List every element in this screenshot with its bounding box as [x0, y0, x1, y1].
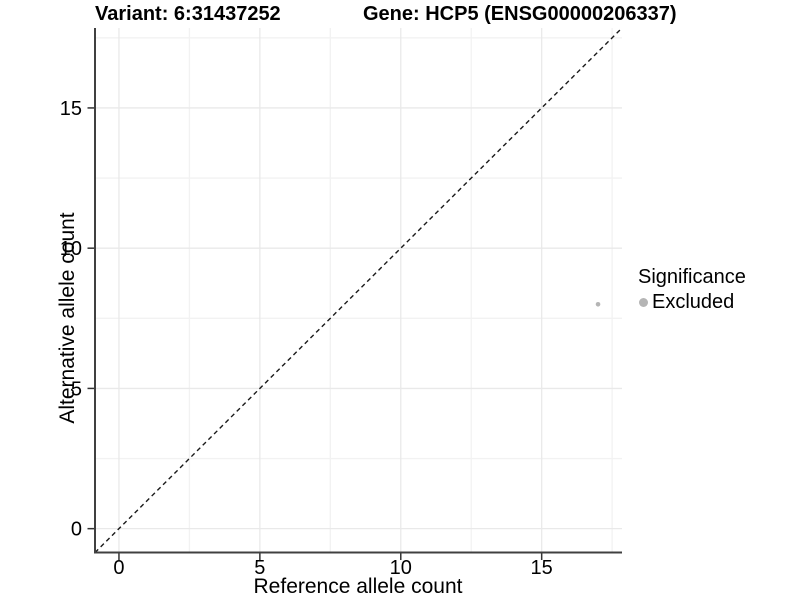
legend-item-label: Excluded [652, 291, 735, 313]
x-axis-title: Reference allele count [253, 575, 463, 598]
legend-title: Significance [638, 266, 746, 288]
x-tick-label: 10 [390, 557, 412, 579]
x-tick-label: 0 [113, 557, 124, 579]
gene-title: Gene: HCP5 (ENSG00000206337) [363, 3, 677, 25]
y-axis-title: Alternative allele count [56, 212, 79, 424]
legend: Significance Excluded [637, 265, 746, 314]
x-tick-label: 5 [254, 557, 265, 579]
data-point [595, 301, 601, 307]
y-tick-label: 5 [71, 378, 82, 400]
x-tick-label: 15 [531, 557, 553, 579]
legend-item-excluded: Excluded [639, 290, 746, 314]
y-tick-label: 10 [60, 238, 82, 260]
y-tick-label: 15 [60, 98, 82, 120]
identity-line [94, 27, 623, 553]
variant-title: Variant: 6:31437252 [95, 3, 281, 25]
legend-point-icon [639, 297, 648, 307]
y-tick-label: 0 [71, 519, 82, 541]
